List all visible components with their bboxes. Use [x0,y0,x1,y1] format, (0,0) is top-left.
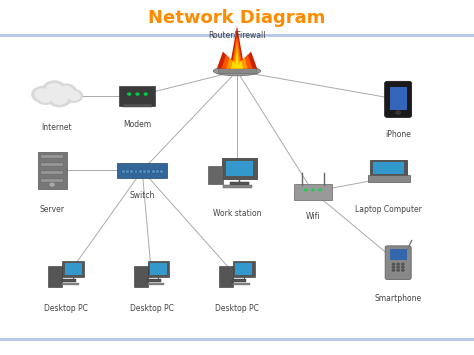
FancyBboxPatch shape [390,87,407,110]
FancyBboxPatch shape [62,283,79,285]
Polygon shape [217,26,257,69]
Circle shape [401,266,404,268]
Ellipse shape [33,87,80,104]
Circle shape [312,189,314,191]
Circle shape [36,90,55,104]
FancyBboxPatch shape [223,185,252,188]
FancyBboxPatch shape [42,155,63,158]
Circle shape [48,89,71,107]
Circle shape [401,263,404,265]
Text: Desktop PC: Desktop PC [130,304,173,313]
Circle shape [52,92,67,104]
Text: Laptop Computer: Laptop Computer [355,205,422,214]
FancyBboxPatch shape [390,249,407,260]
FancyBboxPatch shape [135,170,137,173]
Text: Switch: Switch [129,191,155,200]
Circle shape [68,92,80,100]
Text: Smartphone: Smartphone [374,294,422,303]
FancyBboxPatch shape [222,158,257,179]
FancyBboxPatch shape [134,266,147,288]
Text: Modem: Modem [123,120,152,129]
FancyBboxPatch shape [233,283,250,285]
Circle shape [59,86,73,97]
Text: iPhone: iPhone [385,130,411,140]
FancyBboxPatch shape [208,166,223,184]
Circle shape [50,183,54,186]
Circle shape [392,263,395,265]
Circle shape [43,81,66,98]
FancyBboxPatch shape [370,160,407,176]
FancyBboxPatch shape [126,170,129,173]
FancyBboxPatch shape [226,160,253,176]
FancyBboxPatch shape [385,81,411,118]
Circle shape [136,93,139,95]
Circle shape [392,269,395,271]
Polygon shape [226,40,247,69]
Polygon shape [221,33,252,69]
FancyBboxPatch shape [123,104,152,106]
FancyBboxPatch shape [64,263,82,275]
Circle shape [392,266,395,268]
FancyBboxPatch shape [218,68,256,72]
FancyBboxPatch shape [122,170,125,173]
Circle shape [397,263,399,265]
Text: Wifi: Wifi [306,212,320,221]
Text: Work station: Work station [213,208,261,218]
FancyBboxPatch shape [230,182,249,185]
FancyBboxPatch shape [42,171,63,174]
FancyBboxPatch shape [147,283,164,285]
Text: Network Diagram: Network Diagram [148,9,326,27]
Circle shape [35,89,50,100]
Circle shape [319,189,321,191]
Text: Internet: Internet [42,123,72,132]
Circle shape [397,266,399,268]
FancyBboxPatch shape [117,163,167,178]
FancyBboxPatch shape [294,184,332,200]
FancyBboxPatch shape [42,179,63,182]
FancyBboxPatch shape [152,170,155,173]
FancyBboxPatch shape [147,261,169,277]
FancyBboxPatch shape [147,279,161,282]
Circle shape [39,92,52,102]
Text: Desktop PC: Desktop PC [215,304,259,313]
FancyBboxPatch shape [62,261,84,277]
Circle shape [128,93,130,95]
Ellipse shape [213,66,261,76]
Text: Server: Server [40,205,64,214]
FancyBboxPatch shape [139,170,142,173]
FancyBboxPatch shape [233,261,255,277]
Polygon shape [0,338,474,341]
FancyBboxPatch shape [62,279,75,282]
FancyBboxPatch shape [235,263,252,275]
FancyBboxPatch shape [150,263,167,275]
FancyBboxPatch shape [156,170,159,173]
Circle shape [401,269,404,271]
Circle shape [32,87,53,102]
FancyBboxPatch shape [232,279,246,282]
Text: Desktop PC: Desktop PC [45,304,88,313]
FancyBboxPatch shape [37,152,66,189]
FancyBboxPatch shape [143,170,146,173]
Circle shape [304,189,307,191]
Circle shape [66,89,82,102]
FancyBboxPatch shape [160,170,163,173]
FancyBboxPatch shape [373,162,404,174]
Circle shape [396,111,401,114]
FancyBboxPatch shape [147,170,150,173]
FancyBboxPatch shape [219,266,233,288]
Circle shape [46,83,62,95]
FancyBboxPatch shape [385,246,411,280]
FancyBboxPatch shape [42,163,63,166]
Polygon shape [231,47,243,69]
Circle shape [56,84,76,99]
FancyBboxPatch shape [119,86,155,106]
Circle shape [397,269,399,271]
FancyBboxPatch shape [368,175,410,182]
FancyBboxPatch shape [48,266,62,288]
FancyBboxPatch shape [130,170,133,173]
Text: Router/Firewall: Router/Firewall [208,31,266,40]
Circle shape [144,93,147,95]
Polygon shape [0,34,474,37]
